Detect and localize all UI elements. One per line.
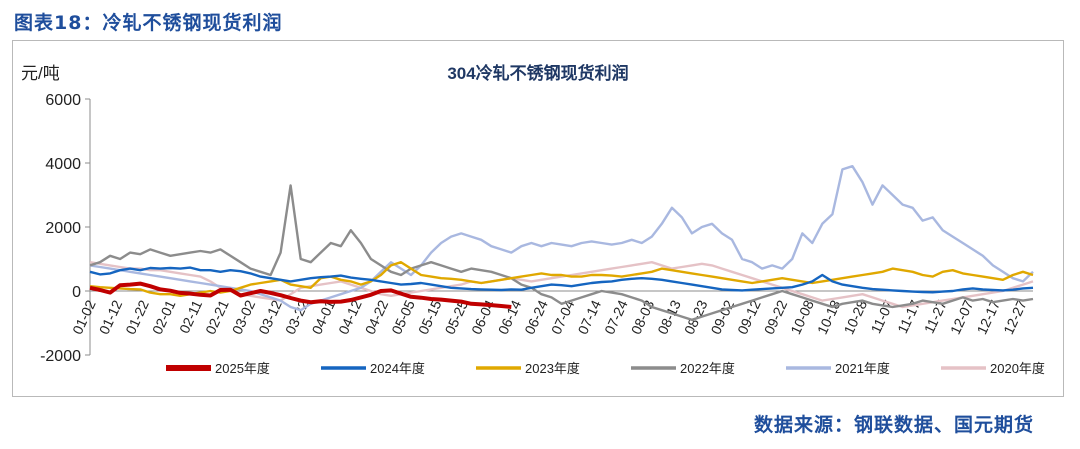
x-tick-label: 08-03	[628, 297, 658, 336]
y-tick-label: 6000	[45, 92, 81, 109]
legend-label: 2023年度	[525, 361, 580, 376]
x-tick-label: 07-14	[574, 297, 604, 336]
x-tick-label: 04-22	[362, 297, 392, 336]
axes: -2000020004000600001-0201-1201-2202-0102…	[40, 92, 1033, 365]
x-tick-label: 09-12	[734, 297, 764, 336]
x-tick-label: 05-15	[415, 297, 445, 336]
x-tick-label: 09-22	[761, 297, 791, 336]
chart-title: 304冷轧不锈钢现货利润	[447, 63, 628, 83]
x-tick-label: 12-07	[947, 297, 977, 336]
series-line-2023年度	[89, 261, 1034, 297]
y-tick-label: 2000	[45, 220, 81, 237]
x-tick-label: 12-17	[973, 297, 1003, 336]
legend-label: 2022年度	[680, 361, 735, 376]
y-tick-label: 0	[72, 284, 81, 301]
x-tick-label: 01-02	[69, 297, 99, 336]
x-tick-label: 07-24	[601, 297, 631, 336]
legend-label: 2024年度	[370, 361, 425, 376]
x-tick-label: 05-05	[388, 297, 418, 336]
y-axis-unit-label: 元/吨	[21, 64, 60, 83]
source-note: 数据来源：钢联数据、国元期货	[753, 414, 1034, 436]
x-tick-label: 02-01	[149, 297, 179, 336]
series-lines	[89, 165, 1034, 321]
x-tick-label: 06-24	[521, 297, 551, 336]
x-tick-label: 01-22	[122, 297, 152, 336]
x-tick-label: 12-27	[1000, 297, 1030, 336]
line-chart: 元/吨 304冷轧不锈钢现货利润 -2000 0 2000 4000 6000 01-02…	[21, 63, 1045, 376]
series-line-2024年度	[89, 266, 1034, 294]
x-tick-label: 06-14	[495, 297, 525, 336]
x-tick-label: 03-12	[255, 297, 285, 336]
series-line-2025年度	[89, 281, 512, 309]
figure-title: 图表18：冷轧不锈钢现货利润	[14, 12, 283, 34]
x-tick-label: 02-11	[176, 297, 205, 335]
x-tick-label: 01-12	[96, 297, 126, 336]
series-line-2022年度	[89, 184, 1034, 321]
legend-label: 2020年度	[990, 361, 1045, 376]
x-tick-label: 10-08	[787, 297, 817, 336]
x-tick-label: 09-02	[707, 297, 737, 336]
series-line-2021年度	[89, 165, 1034, 312]
legend-label: 2025年度	[215, 361, 270, 376]
legend: 2025年度 2024年度 2023年度 2022年度 2021年度 2020年度	[166, 361, 1045, 376]
legend-label: 2021年度	[835, 361, 890, 376]
x-tick-label: 11-17	[894, 297, 923, 335]
x-tick-label: 03-02	[229, 297, 259, 336]
y-tick-label: 4000	[45, 156, 81, 173]
y-tick-label: -2000	[40, 348, 81, 365]
x-tick-label: 02-21	[202, 297, 232, 336]
chart-frame: 元/吨 304冷轧不锈钢现货利润 -2000 0 2000 4000 6000 01-02…	[12, 40, 1064, 397]
